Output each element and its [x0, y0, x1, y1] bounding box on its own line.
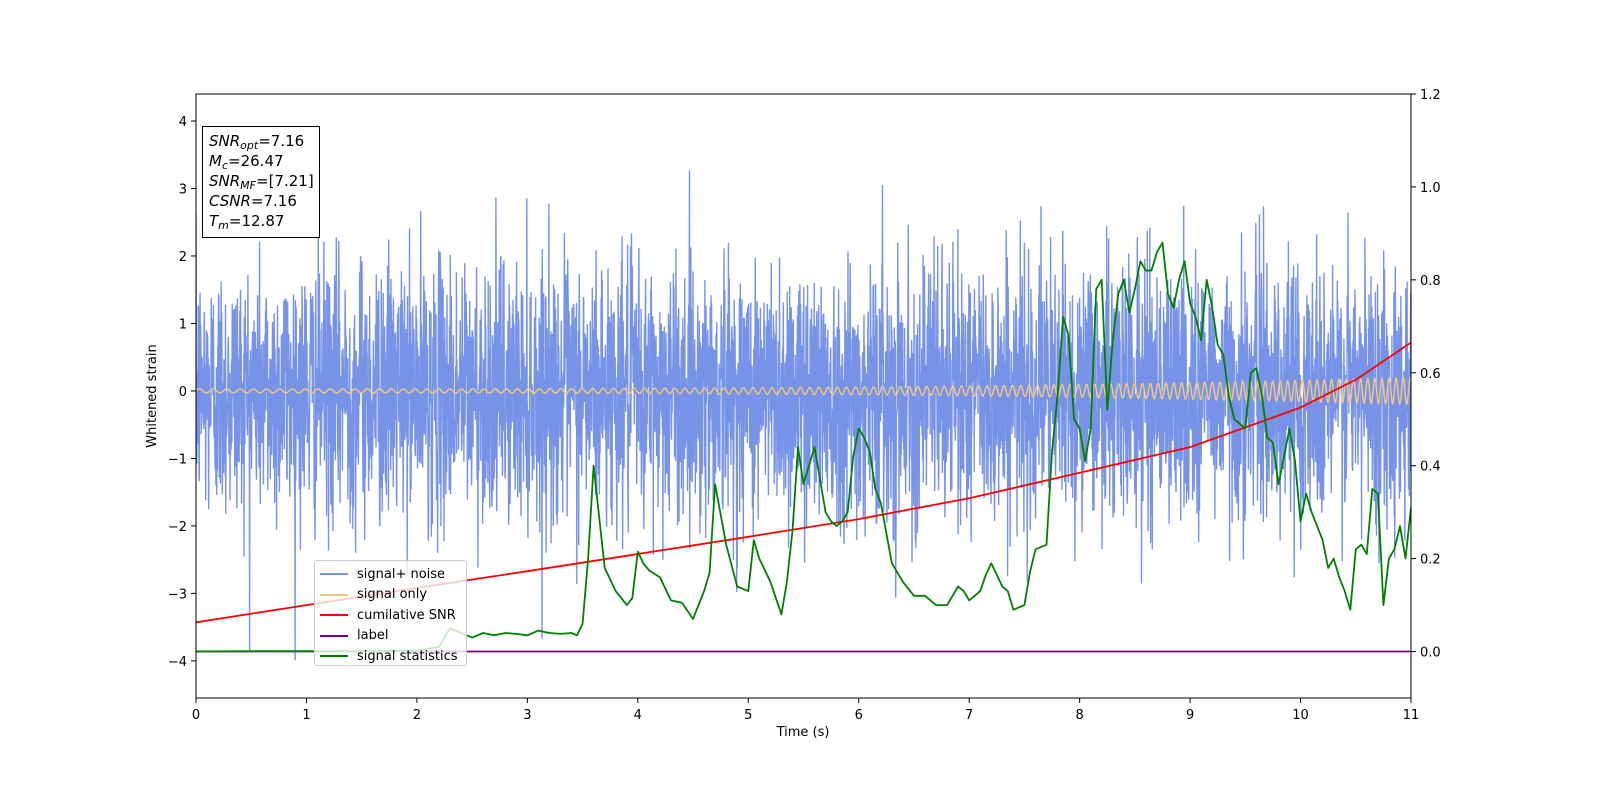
mc-value: =26.47	[228, 152, 284, 170]
x-tick-label: 10	[1292, 708, 1309, 723]
y2-tick-label: 1.0	[1420, 181, 1441, 196]
snr-opt-symbol: SNR	[209, 132, 241, 150]
legend-swatch	[320, 634, 348, 637]
x-tick-label: 0	[192, 708, 200, 723]
plot-frame	[195, 93, 1412, 699]
y-tick-label: −1	[168, 452, 187, 467]
csnr-value: =7.16	[250, 192, 297, 210]
x-tick-label: 5	[744, 708, 752, 723]
legend-label: signal only	[357, 587, 428, 603]
legend-label: label	[357, 628, 389, 644]
snr-opt-value: =7.16	[258, 132, 305, 150]
snr-mf-line: SNRMF=[7.21]	[209, 171, 319, 191]
x-tick-label: 6	[855, 708, 863, 723]
legend: signal+ noise signal only cumilative SNR…	[314, 560, 467, 666]
y2-tick-label: 1.2	[1420, 88, 1441, 103]
x-tick-label: 2	[413, 708, 421, 723]
y-tick-label: 2	[179, 250, 187, 265]
series-signal-statistics	[196, 241, 1411, 653]
y-tick-label: −2	[168, 520, 187, 535]
x-tick-label: 4	[634, 708, 642, 723]
tm-symbol: T	[209, 212, 219, 230]
legend-label: signal+ noise	[357, 566, 446, 582]
y2-tick-label: 0.4	[1420, 460, 1441, 475]
y-tick-label: 3	[179, 182, 187, 197]
y-tick-label: −4	[168, 655, 187, 670]
mc-subscript: c	[221, 159, 229, 172]
tm-subscript: m	[218, 219, 229, 232]
legend-swatch	[320, 573, 348, 576]
series-signal-noise	[196, 170, 1411, 661]
series-signal-only	[196, 376, 1411, 406]
legend-swatch	[320, 614, 348, 617]
x-tick-label: 3	[523, 708, 531, 723]
mc-line: Mc=26.47	[209, 151, 319, 171]
snr-opt-line: SNRopt=7.16	[209, 131, 319, 151]
x-tick-label: 7	[965, 708, 973, 723]
y-tick-label: 1	[179, 317, 187, 332]
y-tick-label: −3	[168, 587, 187, 602]
snr-opt-subscript: opt	[240, 139, 259, 152]
y2-tick-label: 0.6	[1420, 367, 1441, 382]
legend-item-cumulative-snr: cumilative SNR	[320, 605, 466, 626]
y2-tick-label: 0.8	[1420, 274, 1441, 289]
csnr-symbol: CSNR	[209, 192, 251, 210]
x-axis-label: Time (s)	[776, 725, 830, 740]
tm-line: Tm=12.87	[209, 211, 319, 231]
legend-label: cumilative SNR	[357, 607, 456, 623]
x-tick-label: 1	[302, 708, 310, 723]
x-tick-label: 8	[1075, 708, 1083, 723]
x-tick-label: 9	[1186, 708, 1194, 723]
legend-item-signal-statistics: signal statistics	[320, 646, 466, 667]
y2-tick-label: 0.2	[1420, 553, 1441, 568]
legend-swatch	[320, 655, 348, 658]
legend-item-signal-only: signal only	[320, 585, 466, 606]
axes: 0 1 2 3 4 5 6 7 8 9 10 11 −4 −3 −2 −1 0 1 2 3 4 0.0 0.2 0.4 0.6 0…	[168, 88, 1441, 723]
legend-item-signal-noise: signal+ noise	[320, 564, 466, 585]
info-box: SNRopt=7.16 Mc=26.47 SNRMF=[7.21] CSNR=7…	[202, 126, 320, 238]
snr-mf-value: =[7.21]	[256, 172, 314, 190]
mc-symbol: M	[209, 152, 222, 170]
legend-swatch	[320, 593, 348, 596]
legend-label: signal statistics	[357, 648, 458, 664]
y-axis-label: Whitened strain	[145, 344, 160, 447]
y-tick-label: 4	[179, 115, 187, 130]
snr-mf-symbol: SNR	[209, 172, 241, 190]
legend-item-label: label	[320, 626, 466, 647]
csnr-line: CSNR=7.16	[209, 191, 319, 211]
tm-value: =12.87	[228, 212, 285, 230]
y-tick-label: 0	[179, 385, 187, 400]
x-tick-label: 11	[1403, 708, 1420, 723]
y2-tick-label: 0.0	[1420, 646, 1441, 661]
snr-mf-subscript: MF	[240, 179, 256, 192]
